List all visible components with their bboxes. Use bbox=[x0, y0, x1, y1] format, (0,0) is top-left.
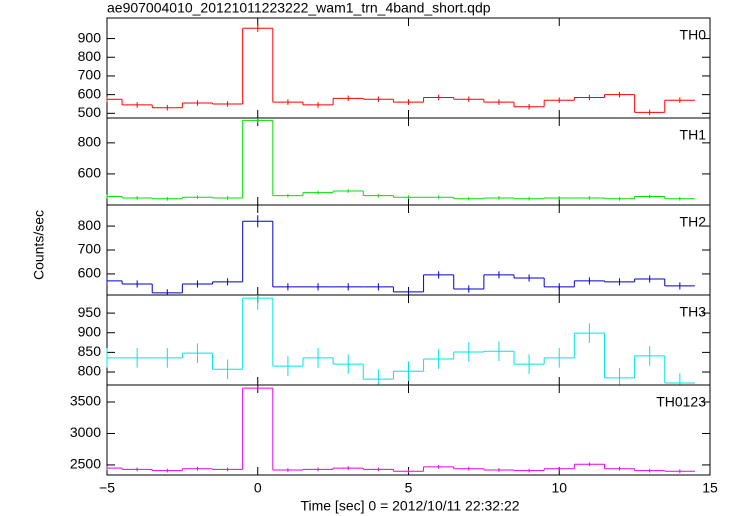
y-tick-label: 3000 bbox=[70, 424, 101, 440]
panel-label: TH1 bbox=[680, 127, 707, 143]
y-tick-label: 800 bbox=[78, 217, 102, 233]
x-tick-label: −5 bbox=[99, 480, 115, 496]
y-tick-label: 900 bbox=[78, 323, 102, 339]
chart-title: ae907004010_20121011223222_wam1_trn_4ban… bbox=[107, 0, 491, 16]
x-tick-label: 15 bbox=[702, 480, 718, 496]
x-tick-label: 10 bbox=[551, 480, 567, 496]
x-tick-label: 5 bbox=[405, 480, 413, 496]
x-tick-label: 0 bbox=[254, 480, 262, 496]
y-tick-label: 3500 bbox=[70, 393, 101, 409]
y-tick-label: 700 bbox=[78, 67, 102, 83]
panel-frame bbox=[106, 384, 711, 476]
y-tick-label: 600 bbox=[78, 85, 102, 101]
y-tick-label: 500 bbox=[78, 104, 102, 120]
panel-label: TH2 bbox=[680, 214, 707, 230]
y-tick-label: 800 bbox=[78, 48, 102, 64]
y-tick-label: 800 bbox=[78, 134, 102, 150]
y-tick-label: 600 bbox=[78, 165, 102, 181]
y-tick-label: 800 bbox=[78, 363, 102, 379]
y-tick-label: 950 bbox=[78, 304, 102, 320]
y-tick-label: 600 bbox=[78, 265, 102, 281]
y-tick-label: 850 bbox=[78, 343, 102, 359]
y-tick-label: 900 bbox=[78, 29, 102, 45]
panel-frame bbox=[106, 117, 711, 206]
x-axis-label: Time [sec] 0 = 2012/10/11 22:32:22 bbox=[300, 498, 519, 514]
panel-label: TH3 bbox=[680, 304, 707, 320]
y-axis-label: Counts/sec bbox=[31, 210, 47, 280]
y-tick-label: 700 bbox=[78, 241, 102, 257]
panel-label: TH0 bbox=[680, 27, 707, 43]
panel-label: TH0123 bbox=[656, 394, 706, 410]
y-tick-label: 2500 bbox=[70, 456, 101, 472]
